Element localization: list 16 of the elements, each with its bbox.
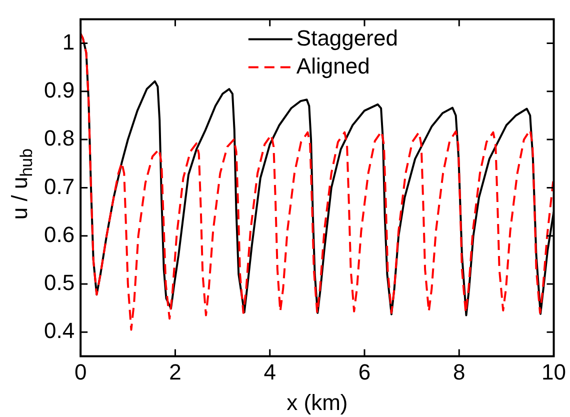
x-axis-title: x (km) — [286, 390, 348, 415]
y-tick-label: 0.7 — [44, 174, 75, 199]
y-tick-label: 0.6 — [44, 222, 75, 247]
y-tick-label: 1 — [62, 29, 75, 54]
x-tick-label: 10 — [542, 359, 566, 384]
x-tick-label: 0 — [74, 359, 87, 384]
x-tick-label: 6 — [358, 359, 371, 384]
legend-label: Staggered — [296, 25, 398, 50]
x-tick-label: 8 — [453, 359, 466, 384]
y-tick-label: 0.5 — [44, 270, 75, 296]
legend-label: Aligned — [296, 53, 370, 78]
x-tick-label: 4 — [264, 359, 276, 384]
y-tick-label: 0.8 — [44, 126, 75, 151]
y-tick-label: 0.9 — [44, 77, 75, 102]
x-tick-label: 2 — [169, 359, 182, 384]
y-tick-label: 0.4 — [44, 318, 75, 344]
